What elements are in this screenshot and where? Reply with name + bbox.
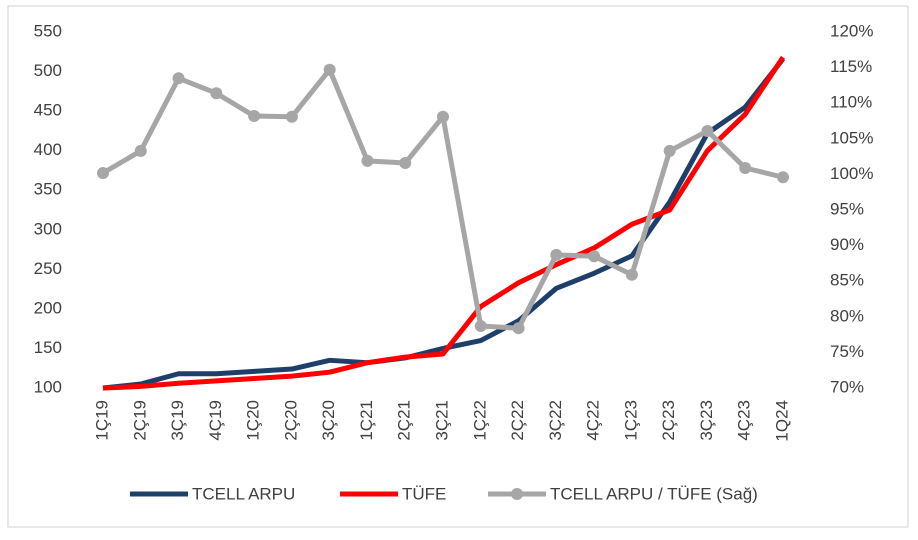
y-tick-label: 300: [34, 219, 62, 238]
legend-label: TCELL ARPU / TÜFE (Sağ): [550, 484, 758, 503]
y2-tick-label: 70%: [830, 377, 864, 396]
x-tick-label: 4Ç22: [584, 400, 603, 441]
x-tick-label: 3Ç19: [168, 400, 187, 441]
series-marker: [701, 124, 714, 137]
y-tick-label: 100: [34, 377, 62, 396]
series-marker: [285, 110, 298, 123]
x-tick-label: 1Ç21: [357, 400, 376, 441]
series-marker: [323, 63, 336, 76]
y-tick-label: 250: [34, 259, 62, 278]
y-tick-label: 450: [34, 101, 62, 120]
x-tick-label: 1Q24: [772, 400, 791, 442]
y-tick-label: 150: [34, 338, 62, 357]
series-marker: [97, 166, 109, 179]
x-tick-label: 3Ç20: [319, 400, 338, 441]
legend-label: TÜFE: [402, 484, 446, 503]
legend-label: TCELL ARPU: [192, 484, 295, 503]
y2-tick-label: 100%: [830, 164, 873, 183]
y2-tick-label: 95%: [830, 199, 864, 218]
x-tick-label: 3Ç21: [432, 400, 451, 441]
y2-tick-label: 75%: [830, 342, 864, 361]
y-tick-label: 200: [34, 298, 62, 317]
series-marker: [474, 320, 487, 333]
x-tick-label: 1Ç22: [470, 400, 489, 441]
series-marker: [399, 157, 412, 170]
x-tick-label: 2Ç23: [659, 400, 678, 441]
x-tick-label: 1Ç20: [244, 400, 263, 441]
y-tick-label: 400: [34, 140, 62, 159]
y-tick-label: 550: [34, 21, 62, 40]
series-marker: [512, 322, 525, 335]
series-marker: [550, 248, 563, 261]
series-marker: [437, 110, 449, 123]
series-marker: [625, 268, 638, 281]
y2-tick-label: 115%: [830, 57, 872, 76]
series-marker: [777, 171, 789, 184]
series-marker: [172, 72, 185, 85]
y-tick-label: 350: [34, 180, 62, 199]
series-marker: [248, 110, 261, 123]
series-marker: [210, 87, 223, 100]
series-line: [102, 57, 785, 391]
series-marker: [739, 161, 752, 174]
x-tick-label: 4Ç19: [206, 400, 225, 441]
x-tick-label: 2Ç22: [508, 400, 527, 441]
x-tick-label: 2Ç20: [281, 400, 300, 441]
y-tick-label: 500: [34, 61, 62, 80]
y2-tick-label: 110%: [830, 93, 872, 112]
y2-tick-label: 90%: [830, 235, 864, 254]
series-marker: [134, 144, 147, 157]
series-marker: [663, 144, 676, 157]
y2-tick-label: 105%: [830, 128, 873, 147]
y2-tick-label: 85%: [830, 271, 864, 290]
series-line: [102, 55, 786, 391]
x-tick-label: 2Ç21: [395, 400, 414, 441]
x-tick-label: 3Ç22: [546, 400, 565, 441]
y2-tick-label: 120%: [830, 21, 873, 40]
x-tick-label: 1Ç23: [621, 400, 640, 441]
legend-marker: [511, 488, 523, 500]
x-tick-label: 3Ç23: [697, 400, 716, 441]
x-tick-label: 2Ç19: [130, 400, 149, 441]
y2-tick-label: 80%: [830, 306, 864, 325]
series-marker: [588, 250, 601, 263]
x-tick-label: 4Ç23: [735, 400, 754, 441]
chart-frame: [7, 5, 909, 528]
x-tick-label: 1Ç19: [92, 400, 111, 441]
series-marker: [361, 154, 374, 167]
